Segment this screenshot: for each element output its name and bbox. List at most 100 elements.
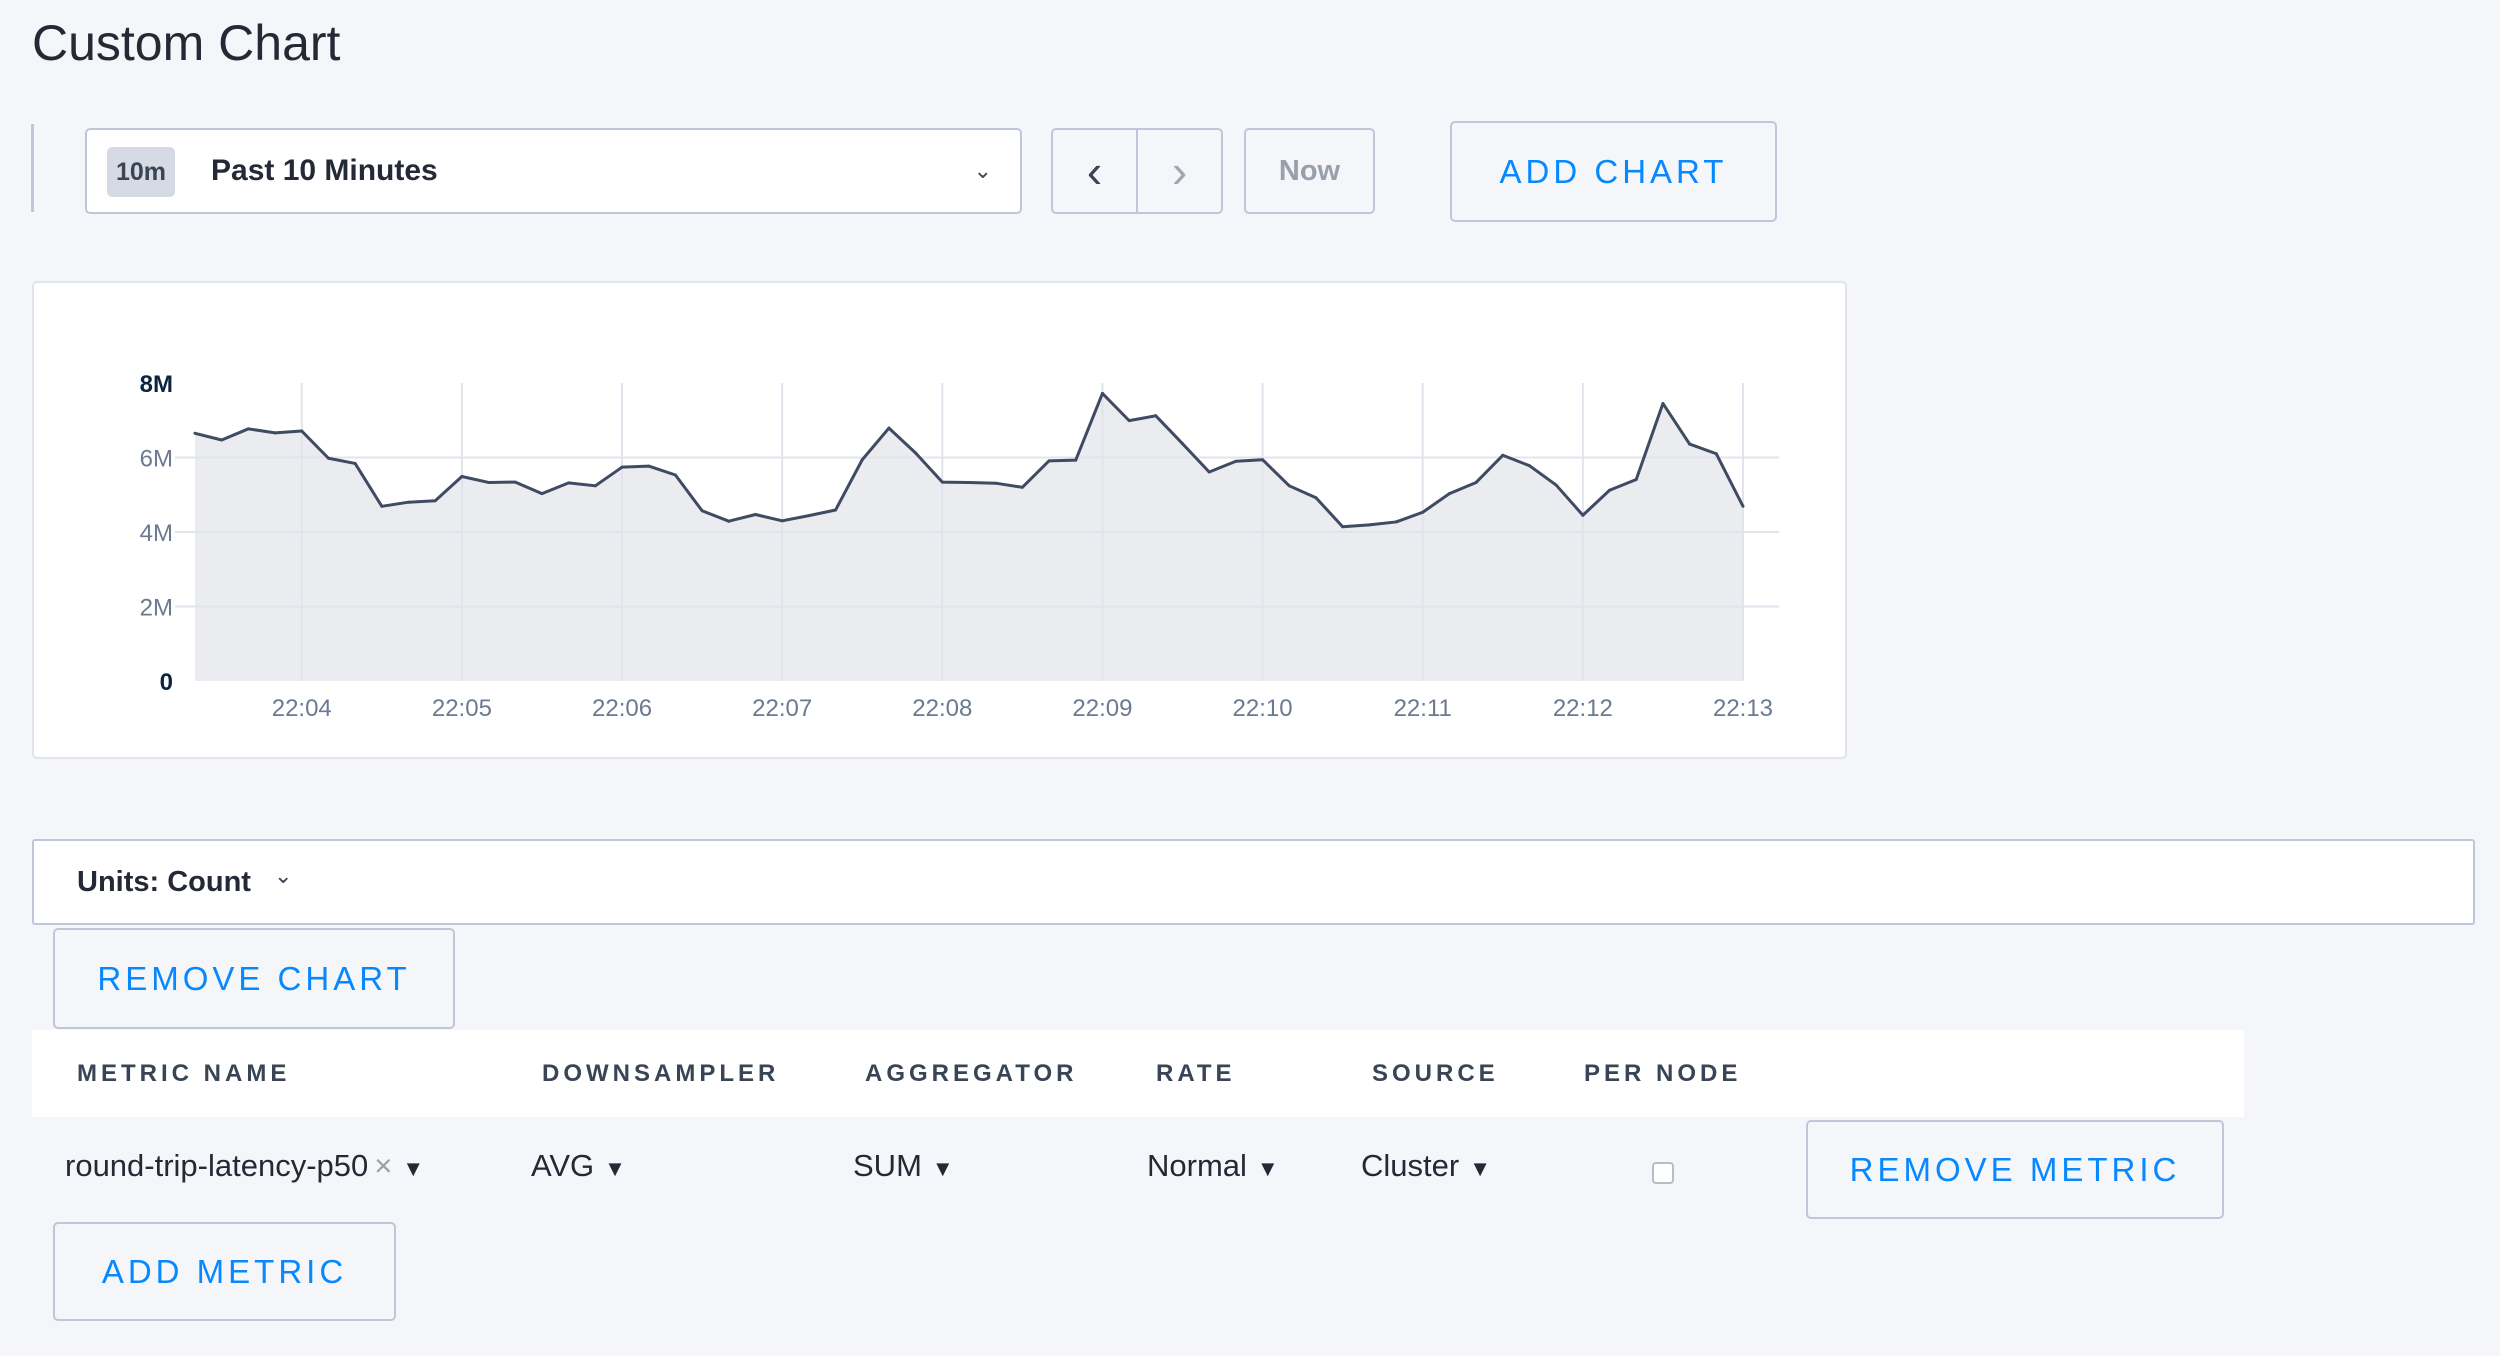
caret-down-icon: ▼ bbox=[931, 1156, 954, 1181]
data-point bbox=[1261, 458, 1265, 462]
data-point bbox=[887, 426, 891, 430]
caret-down-icon: ▼ bbox=[1256, 1156, 1279, 1181]
data-point bbox=[1020, 485, 1024, 489]
data-point bbox=[407, 500, 411, 504]
x-tick-label: 22:07 bbox=[752, 695, 812, 722]
metrics-table-header: METRIC NAME DOWNSAMPLER AGGREGATOR RATE … bbox=[32, 1030, 2244, 1117]
divider bbox=[31, 124, 34, 212]
aggregator-value: SUM bbox=[853, 1148, 922, 1183]
data-point bbox=[1474, 480, 1478, 484]
y-tick-label: 0 bbox=[160, 669, 173, 696]
x-tick-label: 22:06 bbox=[592, 695, 652, 722]
page-title: Custom Chart bbox=[32, 15, 341, 71]
data-point bbox=[860, 458, 864, 462]
data-point bbox=[1447, 492, 1451, 496]
time-range-label: Past 10 Minutes bbox=[211, 154, 438, 187]
data-point bbox=[994, 481, 998, 485]
data-point bbox=[807, 514, 811, 518]
y-tick-label: 8M bbox=[140, 371, 173, 398]
data-point bbox=[487, 480, 491, 484]
metric-name-select[interactable]: round-trip-latency-p50 × ▼ bbox=[65, 1148, 424, 1184]
caret-down-icon: ▼ bbox=[1469, 1156, 1491, 1181]
header-metric-name: METRIC NAME bbox=[77, 1060, 291, 1087]
remove-chart-button[interactable]: REMOVE CHART bbox=[53, 928, 455, 1029]
data-point bbox=[1314, 496, 1318, 500]
data-point bbox=[1181, 442, 1185, 446]
add-chart-button[interactable]: ADD CHART bbox=[1450, 121, 1777, 222]
data-point bbox=[620, 465, 624, 469]
data-point bbox=[1421, 510, 1425, 514]
y-tick-label: 2M bbox=[140, 595, 173, 622]
x-tick-label: 22:11 bbox=[1394, 695, 1452, 722]
x-tick-label: 22:10 bbox=[1233, 695, 1293, 722]
caret-down-icon: ▼ bbox=[604, 1156, 626, 1181]
data-point bbox=[647, 464, 651, 468]
data-point bbox=[513, 480, 517, 484]
data-point bbox=[700, 509, 704, 513]
time-nav-group: ‹ › bbox=[1051, 128, 1223, 214]
x-tick-label: 22:05 bbox=[432, 695, 492, 722]
data-point bbox=[1501, 453, 1505, 457]
data-point bbox=[753, 512, 757, 516]
chevron-left-icon[interactable]: ‹ bbox=[1053, 130, 1138, 212]
data-point bbox=[1287, 484, 1291, 488]
caret-down-icon: ▼ bbox=[402, 1156, 425, 1181]
data-point bbox=[326, 456, 330, 460]
data-point bbox=[567, 481, 571, 485]
data-point bbox=[940, 480, 944, 484]
data-point bbox=[1341, 525, 1345, 529]
y-tick-label: 4M bbox=[140, 520, 173, 547]
rate-select[interactable]: Normal ▼ bbox=[1147, 1148, 1279, 1184]
area-fill bbox=[195, 393, 1743, 681]
source-select[interactable]: Cluster ▼ bbox=[1361, 1148, 1491, 1184]
add-metric-button[interactable]: ADD METRIC bbox=[53, 1222, 396, 1321]
data-point bbox=[246, 427, 250, 431]
data-point bbox=[1688, 442, 1692, 446]
data-point bbox=[380, 504, 384, 508]
downsampler-value: AVG bbox=[531, 1148, 595, 1183]
aggregator-select[interactable]: SUM ▼ bbox=[853, 1148, 954, 1184]
rate-value: Normal bbox=[1147, 1148, 1247, 1183]
now-button[interactable]: Now bbox=[1244, 128, 1375, 214]
data-point bbox=[1234, 459, 1238, 463]
chevron-down-icon: ⌄ bbox=[274, 863, 293, 888]
data-point bbox=[780, 519, 784, 523]
time-range-dropdown[interactable]: 10m Past 10 Minutes ⌄ bbox=[85, 128, 1022, 214]
chevron-right-icon[interactable]: › bbox=[1171, 145, 1188, 197]
data-point bbox=[1527, 464, 1531, 468]
data-point bbox=[193, 431, 197, 435]
units-dropdown[interactable]: Units: Count ⌄ bbox=[32, 839, 2475, 925]
data-point bbox=[1074, 458, 1078, 462]
header-per-node: PER NODE bbox=[1584, 1060, 1742, 1087]
data-point bbox=[433, 499, 437, 503]
data-point bbox=[300, 429, 304, 433]
time-range-badge: 10m bbox=[107, 147, 175, 197]
y-tick-label: 6M bbox=[140, 446, 173, 473]
downsampler-select[interactable]: AVG ▼ bbox=[531, 1148, 626, 1184]
source-value: Cluster bbox=[1361, 1148, 1460, 1183]
x-tick-label: 22:08 bbox=[912, 695, 972, 722]
data-point bbox=[593, 484, 597, 488]
data-point bbox=[1581, 513, 1585, 517]
x-tick-label: 22:04 bbox=[272, 695, 332, 722]
data-point bbox=[1047, 459, 1051, 463]
data-point bbox=[834, 508, 838, 512]
data-point bbox=[1394, 520, 1398, 524]
data-point bbox=[1661, 401, 1665, 405]
x-tick-label: 22:13 bbox=[1713, 695, 1773, 722]
data-point bbox=[1127, 419, 1131, 423]
data-point bbox=[1741, 504, 1745, 508]
data-point bbox=[353, 461, 357, 465]
data-point bbox=[967, 480, 971, 484]
data-point bbox=[540, 492, 544, 496]
data-point bbox=[1100, 391, 1104, 395]
data-point bbox=[273, 431, 277, 435]
chevron-down-icon: ⌄ bbox=[973, 158, 992, 183]
chart-card: 0 2M 4M 6M 8M 22:04 22:05 22:06 22:07 22:08 22:09 2… bbox=[32, 281, 1847, 759]
remove-metric-button[interactable]: REMOVE METRIC bbox=[1806, 1120, 2224, 1219]
per-node-checkbox[interactable] bbox=[1652, 1162, 1674, 1184]
data-point bbox=[220, 438, 224, 442]
data-point bbox=[1367, 523, 1371, 527]
clear-icon[interactable]: × bbox=[374, 1148, 393, 1183]
data-point bbox=[1154, 414, 1158, 418]
